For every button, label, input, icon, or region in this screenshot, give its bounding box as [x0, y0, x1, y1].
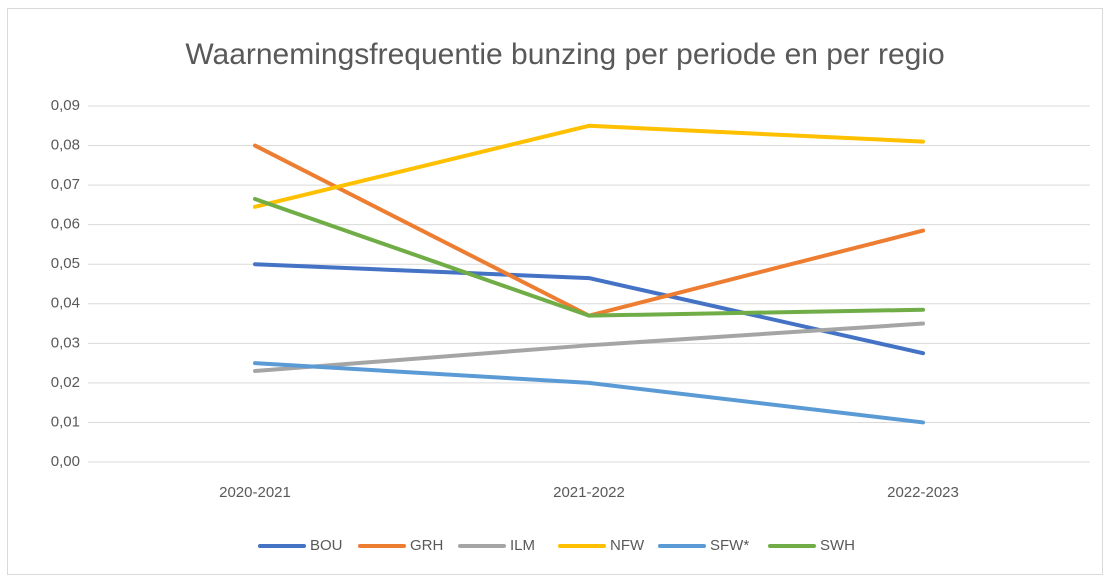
legend-label: NFW: [610, 537, 645, 554]
chart-border: [7, 8, 1103, 575]
legend-label: SWH: [820, 537, 855, 554]
y-tick-label: 0,08: [51, 137, 80, 154]
series-line: [253, 123, 925, 209]
series-line: [253, 262, 925, 356]
legend-label: SFW*: [710, 537, 749, 554]
legend-label: GRH: [410, 537, 443, 554]
y-tick-label: 0,07: [51, 176, 80, 193]
y-tick-label: 0,01: [51, 413, 80, 430]
series-line: [253, 321, 925, 374]
y-tick-label: 0,05: [51, 255, 80, 272]
y-tick-label: 0,09: [51, 97, 80, 114]
x-tick-label: 2020-2021: [219, 484, 291, 501]
y-tick-label: 0,06: [51, 216, 80, 233]
legend-label: BOU: [310, 537, 343, 554]
x-tick-label: 2021-2022: [553, 484, 625, 501]
series-line: [253, 196, 925, 318]
y-tick-label: 0,00: [51, 453, 80, 470]
y-tick-label: 0,02: [51, 374, 80, 391]
y-tick-label: 0,04: [51, 295, 80, 312]
y-tick-label: 0,03: [51, 334, 80, 351]
legend-label: ILM: [510, 537, 535, 554]
x-tick-label: 2022-2023: [887, 484, 959, 501]
series-line: [253, 361, 925, 425]
chart-title: Waarnemingsfrequentie bunzing per period…: [185, 38, 944, 71]
